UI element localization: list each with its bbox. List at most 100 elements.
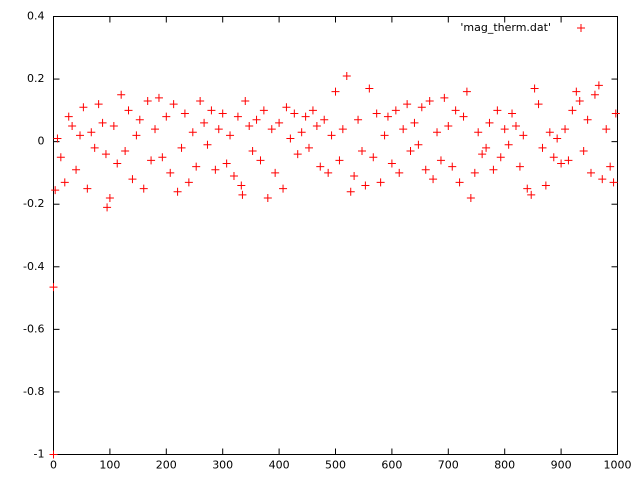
point: [263, 193, 272, 202]
point: [275, 118, 284, 127]
point: [417, 103, 426, 112]
point: [76, 131, 85, 140]
point: [117, 90, 126, 99]
point: [350, 172, 359, 181]
point: [429, 175, 438, 184]
point: [354, 115, 363, 124]
point: [226, 131, 235, 140]
point: [410, 118, 419, 127]
point: [290, 109, 299, 118]
point: [218, 109, 227, 118]
point: [534, 100, 543, 109]
x-tick-label: 500: [325, 459, 346, 472]
point: [440, 93, 449, 102]
point: [448, 162, 457, 171]
point: [101, 150, 110, 159]
point: [282, 103, 291, 112]
point: [462, 87, 471, 96]
point: [358, 147, 367, 156]
point: [324, 168, 333, 177]
x-tick-label: 400: [269, 459, 290, 472]
point: [504, 140, 513, 149]
point: [380, 131, 389, 140]
point: [184, 178, 193, 187]
point: [143, 96, 152, 105]
point: [474, 128, 483, 137]
point: [132, 131, 141, 140]
point: [316, 162, 325, 171]
point: [238, 190, 247, 199]
point: [609, 178, 618, 187]
point: [561, 125, 570, 134]
point: [466, 193, 475, 202]
point: [200, 118, 209, 127]
point: [245, 122, 254, 130]
point: [286, 134, 295, 143]
point: [403, 100, 412, 109]
point: [113, 159, 122, 168]
point: [124, 106, 133, 115]
y-tick-label: -0.2: [23, 197, 44, 210]
point: [436, 156, 445, 165]
point: [214, 125, 223, 134]
point: [166, 168, 175, 177]
x-tick-label: 300: [212, 459, 233, 472]
point: [346, 187, 355, 196]
point: [575, 96, 584, 105]
point: [87, 128, 96, 137]
point: [139, 184, 148, 193]
point: [568, 106, 577, 115]
point: [493, 106, 502, 115]
legend-marker: [577, 24, 585, 32]
point: [557, 159, 566, 168]
point: [519, 131, 528, 140]
x-tick-label: 0: [50, 459, 57, 472]
point: [372, 109, 381, 118]
y-tick-label: 0: [38, 135, 45, 148]
x-tick-label: 1000: [604, 459, 632, 472]
point: [598, 175, 607, 184]
point: [545, 128, 554, 137]
point: [590, 90, 599, 99]
point: [90, 143, 99, 152]
point: [538, 143, 547, 152]
point: [579, 147, 588, 156]
point: [192, 162, 201, 171]
y-tick-label: -1: [34, 448, 45, 461]
point: [147, 156, 156, 165]
point: [342, 71, 351, 80]
point: [572, 87, 581, 96]
point: [173, 187, 182, 196]
point: [256, 156, 265, 165]
point: [94, 100, 103, 109]
point: [365, 84, 374, 93]
point: [308, 106, 317, 115]
point: [154, 93, 163, 102]
point: [162, 112, 171, 121]
point: [60, 178, 69, 187]
point: [248, 147, 257, 156]
point: [515, 162, 524, 171]
point: [267, 125, 276, 134]
point: [541, 181, 550, 190]
point: [297, 128, 306, 137]
point: [530, 84, 539, 93]
point: [602, 125, 611, 134]
point: [233, 112, 242, 121]
point: [320, 115, 329, 124]
point: [188, 128, 197, 137]
point: [425, 96, 434, 105]
point: [327, 131, 336, 140]
point: [169, 100, 178, 109]
point: [523, 184, 532, 193]
point: [594, 81, 603, 90]
point: [470, 168, 479, 177]
point: [399, 125, 408, 134]
point: [211, 165, 220, 174]
point: [583, 115, 592, 124]
point: [455, 178, 464, 187]
x-tick-label: 900: [551, 459, 572, 472]
point: [586, 168, 595, 177]
point: [135, 115, 144, 124]
point: [293, 150, 302, 159]
